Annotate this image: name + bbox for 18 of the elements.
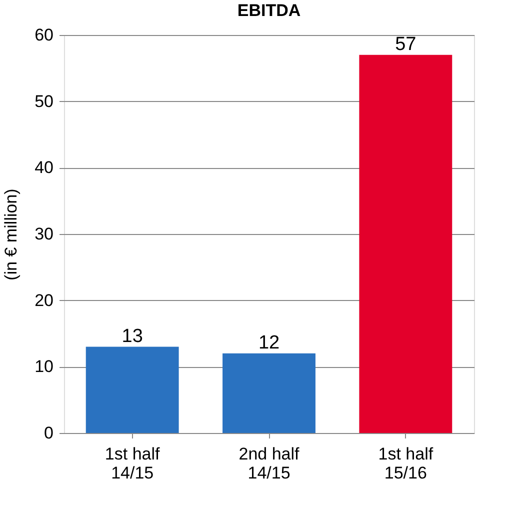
y-tick-label: 10 [34,357,54,376]
chart-title: EBITDA [237,1,301,20]
y-tick-label: 60 [34,26,54,44]
bar [222,353,316,433]
data-label: 12 [258,332,280,354]
x-tick-label: 1st half 14/15 [104,444,160,482]
y-tick-label: 20 [34,290,54,310]
y-axis-title: (in € million) [2,188,21,280]
data-label: 13 [122,326,143,347]
y-tick-label: 30 [34,224,54,244]
x-tick-label: 1st half 15/16 [378,444,434,482]
y-tick-label: 40 [34,158,54,178]
y-tick-label: 50 [34,92,54,111]
bar [359,54,452,433]
bar [86,346,179,433]
x-tick-label: 2nd half 14/15 [238,444,300,482]
data-label: 57 [395,34,416,55]
y-tick-label: 0 [44,424,54,442]
